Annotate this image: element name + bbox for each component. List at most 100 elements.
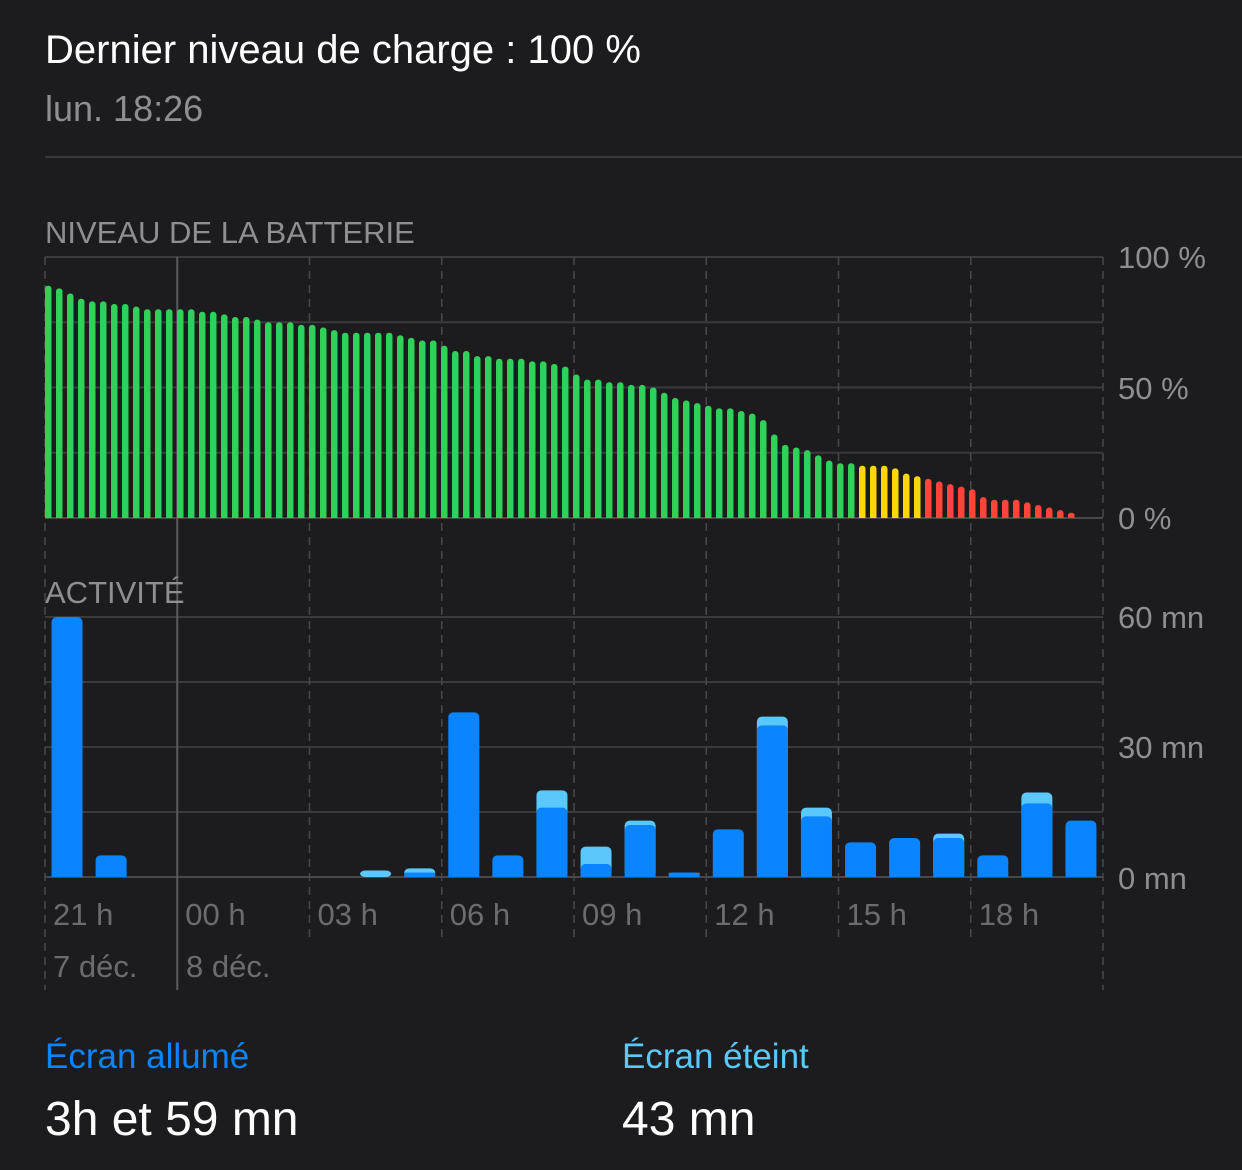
battery-level-bar xyxy=(463,350,470,518)
battery-level-bar xyxy=(287,322,294,518)
battery-level-bar xyxy=(155,309,162,518)
battery-bar-base xyxy=(1046,514,1053,518)
battery-bar-base xyxy=(276,514,283,518)
battery-bar-base xyxy=(331,514,338,518)
battery-level-bar xyxy=(683,400,690,518)
battery-level-bar xyxy=(111,303,118,518)
battery-level-bar xyxy=(45,285,52,518)
battery-level-bar xyxy=(881,465,888,518)
activity-bars xyxy=(51,617,1097,877)
battery-level-bar xyxy=(221,314,228,518)
battery-bar-base xyxy=(386,514,393,518)
battery-bar-base xyxy=(397,514,404,518)
activity-x-labels: 21 h 00 h 03 h 06 h 09 h 12 h 15 h 18 h xyxy=(53,897,1039,932)
screen-on-label: Écran allumé xyxy=(45,1037,250,1076)
hour-label: 06 h xyxy=(450,897,510,932)
battery-bar-base xyxy=(661,514,668,518)
screen-on-bar-base xyxy=(95,872,127,877)
battery-bar-base xyxy=(199,514,206,518)
battery-bar-base xyxy=(892,514,899,518)
battery-bar-base xyxy=(980,514,987,518)
battery-bar-base xyxy=(1035,514,1042,518)
battery-bar-base xyxy=(1068,514,1075,518)
battery-level-bar xyxy=(540,361,547,518)
battery-bar-base xyxy=(749,514,756,518)
battery-level-bar xyxy=(254,319,261,518)
battery-bar-base xyxy=(221,514,228,518)
battery-bar-base xyxy=(155,514,162,518)
battery-level-bar xyxy=(859,465,866,518)
screen-on-bar xyxy=(977,855,1009,877)
battery-level-bar xyxy=(727,408,734,518)
battery-level-heading: NIVEAU DE LA BATTERIE xyxy=(45,215,415,250)
battery-bar-base xyxy=(540,514,547,518)
screen-on-bar-base xyxy=(1021,872,1053,877)
battery-bar-base xyxy=(353,514,360,518)
screen-on-bar xyxy=(889,838,921,877)
battery-level-bar xyxy=(969,489,976,518)
screen-on-bar xyxy=(845,842,877,877)
battery-bar-base xyxy=(936,514,943,518)
battery-level-bar xyxy=(386,332,393,518)
battery-bar-base xyxy=(518,514,525,518)
battery-bar-base xyxy=(617,514,624,518)
screen-on-bar xyxy=(712,829,744,877)
battery-bar-base xyxy=(309,514,316,518)
battery-level-bar xyxy=(738,410,745,518)
battery-level-bar xyxy=(496,358,503,518)
divider xyxy=(45,156,1242,158)
battery-bar-base xyxy=(848,514,855,518)
battery-bar-base xyxy=(595,514,602,518)
battery-ytick-0: 0 % xyxy=(1118,501,1171,536)
battery-bar-base xyxy=(870,514,877,518)
battery-level-bar xyxy=(760,420,767,518)
battery-level-bar xyxy=(694,403,701,518)
screen-on-bar-base xyxy=(536,872,568,877)
battery-bar-base xyxy=(100,514,107,518)
hour-label: 21 h xyxy=(53,897,113,932)
hour-label: 09 h xyxy=(582,897,642,932)
screen-on-bar xyxy=(624,825,656,877)
battery-bar-base xyxy=(166,514,173,518)
screen-on-bar xyxy=(95,855,127,877)
battery-level-bar xyxy=(991,499,998,518)
battery-bar-base xyxy=(650,514,657,518)
battery-level-bar xyxy=(507,358,514,518)
screen-on-value: 3h et 59 mn xyxy=(45,1093,299,1146)
battery-level-bar xyxy=(584,379,591,518)
screen-on-bar xyxy=(756,725,788,877)
screen-on-bar-base xyxy=(933,872,965,877)
screen-on-bar xyxy=(536,807,568,877)
screen-off-value: 43 mn xyxy=(622,1093,756,1146)
battery-level-bar xyxy=(815,455,822,518)
battery-bar-base xyxy=(947,514,954,518)
battery-ytick-50: 50 % xyxy=(1118,371,1189,406)
activity-ytick-30: 30 mn xyxy=(1118,730,1204,765)
activity-ytick-0: 0 mn xyxy=(1118,861,1187,896)
battery-bar-base xyxy=(45,514,52,518)
screen-on-bar-base xyxy=(889,872,921,877)
battery-level-bar xyxy=(1002,499,1009,518)
battery-bar-base xyxy=(771,514,778,518)
battery-level-bar xyxy=(78,298,85,518)
battery-level-bar xyxy=(705,405,712,518)
battery-level-bar xyxy=(122,303,129,518)
battery-level-bar xyxy=(210,311,217,518)
battery-bar-base xyxy=(111,514,118,518)
battery-level-bar xyxy=(1013,499,1020,518)
screen-on-bar-base xyxy=(712,872,744,877)
battery-ytick-100: 100 % xyxy=(1118,240,1206,275)
battery-bar-base xyxy=(441,514,448,518)
battery-bar-base xyxy=(991,514,998,518)
battery-bar-base xyxy=(815,514,822,518)
battery-level-bar xyxy=(298,324,305,518)
last-charge-title: Dernier niveau de charge : 100 % xyxy=(45,28,641,72)
battery-bar-base xyxy=(639,514,646,518)
battery-level-bar xyxy=(958,486,965,518)
date-label-7-dec: 7 déc. xyxy=(53,949,137,984)
hour-label: 15 h xyxy=(847,897,907,932)
battery-level-bar xyxy=(771,434,778,518)
battery-level-bar xyxy=(474,356,481,518)
battery-bar-base xyxy=(694,514,701,518)
